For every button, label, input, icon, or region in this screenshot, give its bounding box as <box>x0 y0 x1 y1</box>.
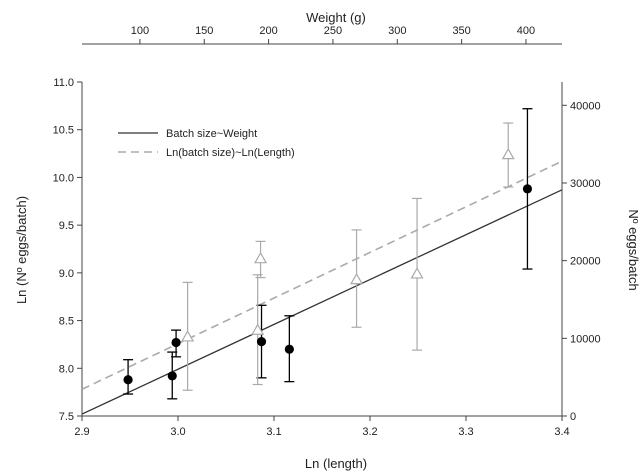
x-tick-label-top: 400 <box>517 25 535 37</box>
y-tick-label-left: 9.0 <box>59 268 74 280</box>
x-tick-label-top: 200 <box>259 25 277 37</box>
y-tick-label-left: 8.0 <box>59 363 74 375</box>
x-tick-label-top: 150 <box>195 25 213 37</box>
y-tick-label-right: 20000 <box>570 256 601 268</box>
legend-label: Batch size~Weight <box>166 128 257 140</box>
data-points <box>123 147 533 385</box>
data-point-triangle <box>410 267 424 279</box>
axes: 2.9 3.0 3.1 3.2 3.3 3.4 100 150 200 250 300 350 400 7… <box>53 25 601 438</box>
data-point-triangle <box>251 323 265 335</box>
x-tick-label-bottom: 2.9 <box>74 426 89 438</box>
y-tick-label-left: 7.5 <box>59 411 74 423</box>
y-tick-label-left: 9.5 <box>59 220 74 232</box>
data-point-triangle <box>350 272 364 285</box>
fit-lines <box>81 160 563 415</box>
data-point-circle <box>171 337 181 348</box>
y-axis-title-right: Nº eggs/batch <box>626 209 641 290</box>
x-tick-label-top: 300 <box>388 25 406 37</box>
data-point-circle <box>167 371 177 381</box>
x-axis-title-bottom: Ln (length) <box>305 456 367 471</box>
legend: Batch size~Weight Ln(batch size)~Ln(Lengt… <box>118 128 295 159</box>
data-point-circle <box>284 344 294 354</box>
y-tick-label-right: 30000 <box>570 178 601 190</box>
fit-line-solid <box>81 189 563 415</box>
data-point-circle <box>123 375 133 385</box>
data-point-triangle <box>254 251 268 264</box>
y-axis-title-left: Ln (Nº eggs/batch) <box>14 196 29 304</box>
y-tick-label-left: 10.0 <box>53 172 74 184</box>
y-tick-label-left: 10.5 <box>53 125 74 137</box>
data-point-triangle <box>501 147 515 160</box>
x-tick-label-bottom: 3.4 <box>554 426 569 438</box>
x-tick-label-bottom: 3.3 <box>458 426 473 438</box>
data-point-circle <box>522 184 533 194</box>
y-tick-label-left: 11.0 <box>53 77 74 89</box>
y-tick-label-right: 0 <box>570 411 576 423</box>
fit-line-dashed <box>81 160 563 391</box>
y-tick-label-right: 10000 <box>570 333 601 345</box>
x-tick-label-bottom: 3.1 <box>266 426 281 438</box>
x-axis-title-top: Weight (g) <box>306 10 366 25</box>
legend-label: Ln(batch size)~Ln(Length) <box>166 147 295 159</box>
x-tick-label-bottom: 3.2 <box>362 426 377 438</box>
y-tick-label-right: 40000 <box>570 100 601 112</box>
x-tick-label-top: 250 <box>324 25 342 37</box>
data-point-circle <box>256 336 267 347</box>
x-tick-label-top: 350 <box>452 25 470 37</box>
y-tick-label-left: 8.5 <box>59 316 74 328</box>
data-point-triangle <box>181 330 195 342</box>
x-tick-label-top: 100 <box>131 25 149 37</box>
x-tick-label-bottom: 3.0 <box>170 426 185 438</box>
